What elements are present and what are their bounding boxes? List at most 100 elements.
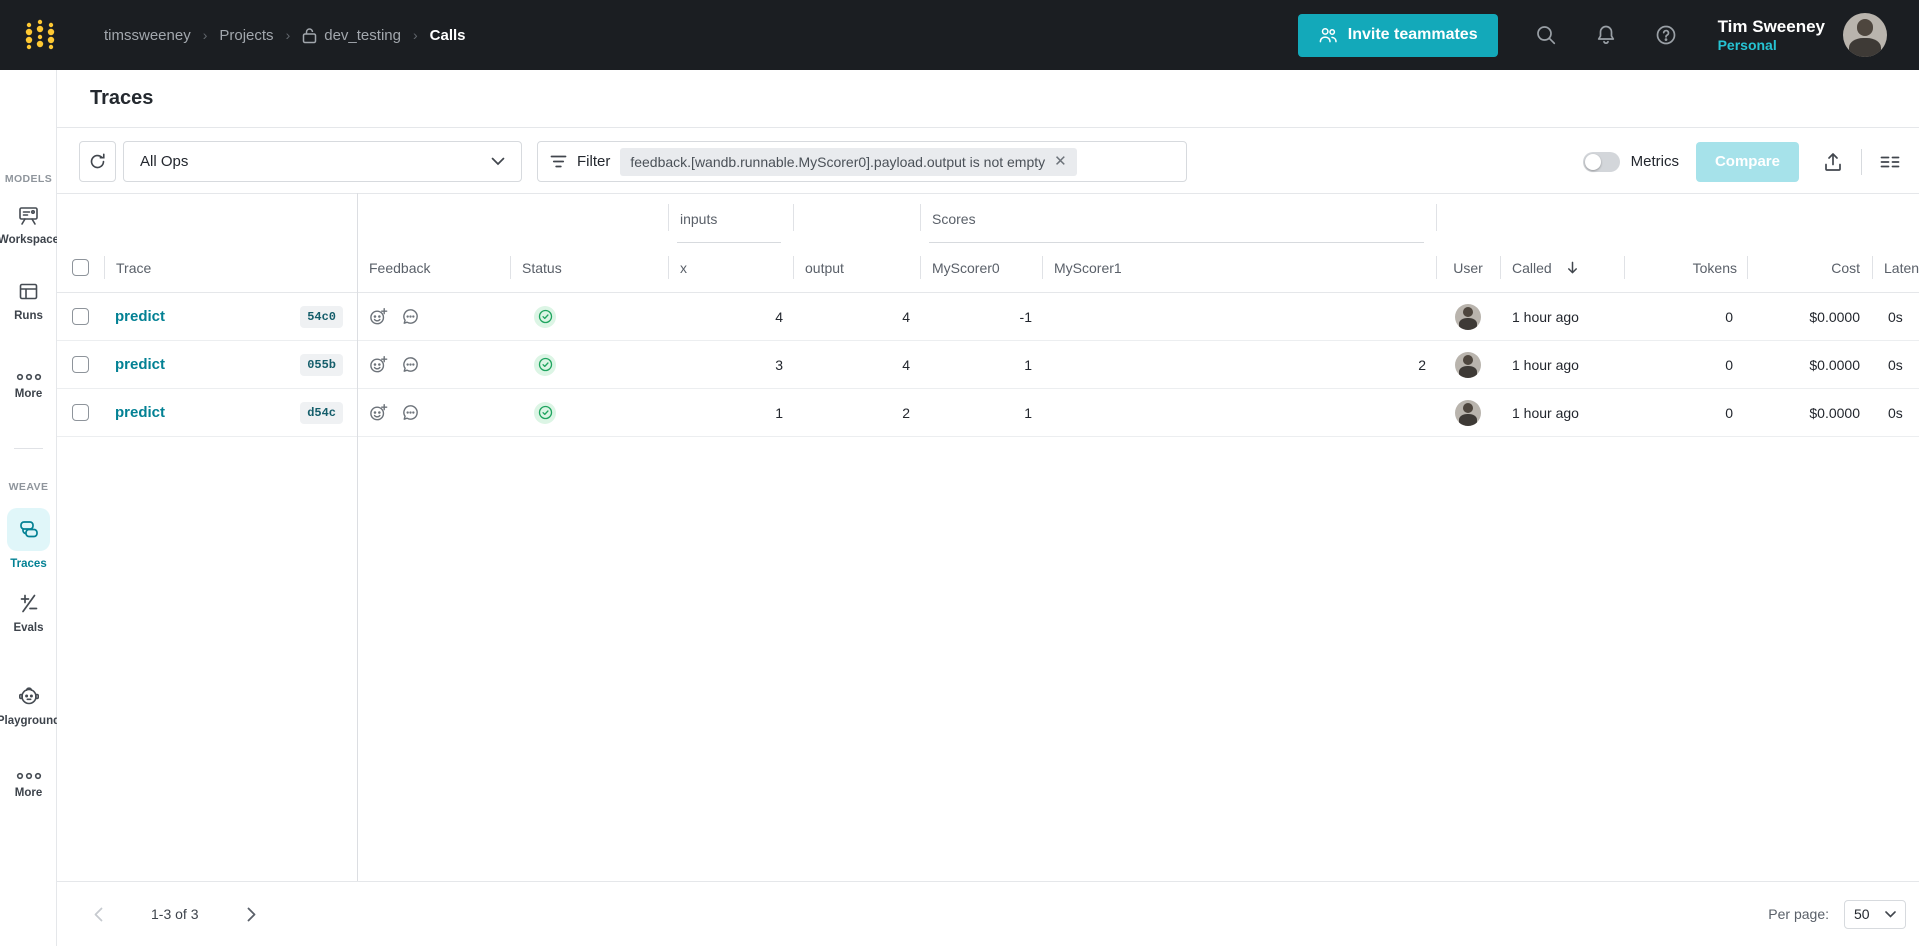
table-row[interactable]: predict 54c0 <box>57 293 1919 341</box>
compare-button: Compare <box>1695 141 1799 182</box>
column-header-tokens[interactable]: Tokens <box>1624 243 1747 292</box>
playground-icon <box>17 684 41 708</box>
breadcrumb-separator: › <box>285 27 291 43</box>
column-header-feedback[interactable]: Feedback <box>369 259 431 276</box>
bell-icon[interactable] <box>1594 23 1618 47</box>
more-dots-icon <box>16 772 42 780</box>
comment-icon[interactable] <box>401 307 420 326</box>
column-header-status[interactable]: Status <box>510 243 668 292</box>
cell-myscorer1: 2 <box>1418 356 1426 373</box>
top-navbar: timssweeney › Projects › dev_testing › C… <box>0 0 1919 70</box>
group-header-scores: Scores <box>920 194 1436 243</box>
column-header-myscorer0[interactable]: MyScorer0 <box>920 243 1042 292</box>
refresh-icon <box>88 152 107 171</box>
cell-tokens: 0 <box>1725 404 1733 421</box>
status-success-icon <box>534 353 556 376</box>
column-header-x[interactable]: x <box>668 243 793 292</box>
breadcrumb: timssweeney › Projects › dev_testing › C… <box>104 27 466 44</box>
op-selector-value: All Ops <box>140 153 189 170</box>
add-reaction-icon[interactable] <box>369 355 388 374</box>
table-row[interactable]: predict d54c <box>57 389 1919 437</box>
left-sidebar: MODELS Workspace Runs More WEAVE <box>0 70 60 946</box>
cell-output: 4 <box>902 308 910 325</box>
chevron-down-icon <box>1885 910 1896 918</box>
manage-columns-icon[interactable] <box>1878 150 1902 174</box>
page-header: Traces <box>57 70 1919 128</box>
column-header-user[interactable]: User <box>1436 243 1500 292</box>
op-selector[interactable]: All Ops <box>123 141 522 182</box>
op-link[interactable]: predict <box>115 356 166 373</box>
comment-icon[interactable] <box>401 403 420 422</box>
sidebar-item-workspace[interactable]: Workspace <box>0 204 59 246</box>
sidebar-item-more-models[interactable]: More <box>0 373 57 400</box>
cell-output: 4 <box>902 356 910 373</box>
row-checkbox[interactable] <box>72 308 89 325</box>
pagination: 1-3 of 3 <box>57 901 264 927</box>
op-link[interactable]: predict <box>115 404 166 421</box>
help-icon[interactable] <box>1654 23 1678 47</box>
column-header-cost[interactable]: Cost <box>1747 243 1872 292</box>
sidebar-item-runs[interactable]: Runs <box>0 280 57 322</box>
per-page-select[interactable]: 50 <box>1844 899 1906 929</box>
table-header-row: Trace Feedback Status x output MyScorer0… <box>57 243 1919 293</box>
filter-chip-text: feedback.[wandb.runnable.MyScorer0].payl… <box>630 153 1046 170</box>
cell-myscorer1 <box>1042 293 1436 340</box>
refresh-button[interactable] <box>79 141 116 182</box>
wandb-logo-icon[interactable] <box>24 19 58 51</box>
status-success-icon <box>534 305 556 328</box>
breadcrumb-project[interactable]: dev_testing <box>302 27 401 44</box>
cell-latency: 0s <box>1888 308 1903 325</box>
user-menu[interactable]: Tim Sweeney Personal <box>1718 17 1825 53</box>
column-header-trace[interactable]: Trace <box>104 243 357 292</box>
metrics-toggle[interactable] <box>1582 151 1620 172</box>
filter-chip[interactable]: feedback.[wandb.runnable.MyScorer0].payl… <box>620 147 1077 176</box>
filter-bar[interactable]: Filter feedback.[wandb.runnable.MyScorer… <box>537 141 1187 182</box>
column-header-output[interactable]: output <box>793 243 920 292</box>
main-content: Traces All Ops Filter feedback.[wandb.ru… <box>57 70 1919 946</box>
cell-cost: $0.0000 <box>1809 308 1860 325</box>
invite-teammates-button[interactable]: Invite teammates <box>1297 13 1498 57</box>
column-header-called[interactable]: Called <box>1500 243 1624 292</box>
sidebar-item-traces[interactable]: Traces <box>0 508 57 570</box>
cell-tokens: 0 <box>1725 308 1733 325</box>
pinned-column-divider <box>357 193 358 881</box>
cell-myscorer0: 1 <box>1024 404 1032 421</box>
call-id-badge[interactable]: d54c <box>300 401 343 424</box>
sidebar-item-more-weave[interactable]: More <box>0 772 57 799</box>
call-id-badge[interactable]: 54c0 <box>300 305 343 328</box>
breadcrumb-entity[interactable]: timssweeney <box>104 26 191 44</box>
user-avatar[interactable] <box>1843 13 1887 57</box>
breadcrumb-current-page: Calls <box>429 26 466 44</box>
page-range: 1-3 of 3 <box>151 906 199 922</box>
chevron-right-icon[interactable] <box>238 901 264 927</box>
user-scope: Personal <box>1717 37 1777 54</box>
sidebar-item-evals[interactable]: Evals <box>0 592 57 634</box>
row-checkbox[interactable] <box>72 404 89 421</box>
row-checkbox[interactable] <box>72 356 89 373</box>
call-id-badge[interactable]: 055b <box>300 353 343 376</box>
user-avatar <box>1455 303 1481 330</box>
search-icon[interactable] <box>1534 23 1558 47</box>
table-group-header-row: inputs Scores <box>57 193 1919 243</box>
column-header-myscorer1[interactable]: MyScorer1 <box>1042 243 1436 292</box>
breadcrumb-projects[interactable]: Projects <box>219 26 274 44</box>
user-avatar <box>1455 351 1481 378</box>
toolbar-divider <box>1861 148 1862 175</box>
cell-x: 1 <box>775 404 783 421</box>
table-row[interactable]: predict 055b <box>57 341 1919 389</box>
sidebar-section-weave: WEAVE <box>8 481 49 493</box>
close-icon[interactable]: ✕ <box>1054 153 1067 170</box>
op-link[interactable]: predict <box>115 308 166 325</box>
user-avatar <box>1455 399 1481 426</box>
cell-tokens: 0 <box>1725 356 1733 373</box>
add-reaction-icon[interactable] <box>369 307 388 326</box>
more-dots-icon <box>16 373 42 381</box>
sidebar-item-playground[interactable]: Playground <box>0 684 60 727</box>
comment-icon[interactable] <box>401 355 420 374</box>
add-reaction-icon[interactable] <box>369 403 388 422</box>
column-header-latency[interactable]: Latency <box>1872 243 1919 292</box>
toolbar-right: Metrics Compare <box>1582 141 1902 182</box>
export-icon[interactable] <box>1821 150 1845 174</box>
cell-cost: $0.0000 <box>1809 356 1860 373</box>
select-all-checkbox[interactable] <box>72 259 89 276</box>
